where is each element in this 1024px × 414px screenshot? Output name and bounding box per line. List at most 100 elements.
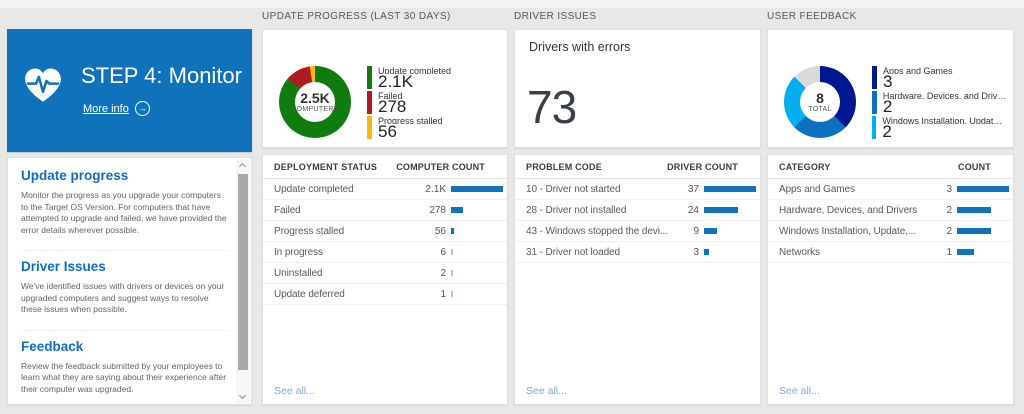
legend-item: Progress stalled 56 bbox=[367, 116, 501, 139]
table-row[interactable]: Networks 1 bbox=[768, 242, 1013, 263]
scrollbar-thumb[interactable] bbox=[238, 174, 248, 370]
legend-swatch bbox=[872, 66, 877, 89]
heart-pulse-icon bbox=[21, 65, 65, 110]
stat-label: Drivers with errors bbox=[529, 40, 631, 54]
user-feedback-legend: Apps and Games 3 Hardware, Devices, and D… bbox=[872, 66, 1007, 141]
section-feedback: Feedback Review the feedback submitted b… bbox=[21, 329, 229, 396]
deployment-status-table-card: DEPLOYMENT STATUS COMPUTER COUNT Update … bbox=[262, 154, 508, 405]
user-feedback-donut-chart[interactable]: 8 TOTAL bbox=[784, 66, 856, 138]
driver-issues-stat-card: Drivers with errors 73 bbox=[514, 29, 761, 148]
column-header: COUNT bbox=[958, 161, 991, 172]
scroll-down-arrow-icon[interactable] bbox=[238, 391, 247, 400]
column-header: CATEGORY bbox=[779, 161, 831, 172]
value-bar bbox=[704, 186, 756, 192]
problem-code-table-card: PROBLEM CODE DRIVER COUNT 10 - Driver no… bbox=[514, 154, 761, 405]
legend-value: 278 bbox=[378, 97, 407, 114]
value-bar bbox=[451, 291, 453, 297]
value-bar bbox=[957, 249, 974, 255]
table-row[interactable]: Uninstalled 2 bbox=[263, 263, 507, 284]
legend-swatch bbox=[872, 116, 877, 139]
legend-value: 56 bbox=[378, 122, 397, 139]
value-bar bbox=[451, 270, 453, 276]
donut-center: 2.5K COMPUTERS bbox=[291, 82, 338, 122]
section-heading: Update progress bbox=[21, 168, 129, 183]
value-bar bbox=[451, 186, 503, 192]
legend-item: Update completed 2.1K bbox=[367, 66, 501, 89]
table-row[interactable]: Update deferred 1 bbox=[263, 284, 507, 305]
table-header: PROBLEM CODE DRIVER COUNT bbox=[515, 155, 760, 179]
see-all-link[interactable]: See all... bbox=[274, 385, 315, 397]
legend-swatch bbox=[367, 91, 372, 114]
table-header: DEPLOYMENT STATUS COMPUTER COUNT bbox=[263, 155, 507, 179]
stat-value: 73 bbox=[527, 81, 577, 133]
category-table-card: CATEGORY COUNT Apps and Games 3 Hardware… bbox=[767, 154, 1014, 405]
legend-item: Apps and Games 3 bbox=[872, 66, 1007, 89]
donut-center: 8 TOTAL bbox=[800, 82, 840, 122]
panel-header-user-feedback: USER FEEDBACK bbox=[767, 11, 857, 22]
value-bar bbox=[704, 249, 709, 255]
column-header: DRIVER COUNT bbox=[667, 161, 738, 172]
value-bar bbox=[704, 207, 738, 213]
section-driver-issues: Driver Issues We've identified issues wi… bbox=[21, 250, 229, 316]
scrollbar[interactable] bbox=[236, 159, 250, 403]
step4-tile: STEP 4: Monitor More info → bbox=[7, 29, 252, 152]
tile-title: STEP 4: Monitor bbox=[81, 63, 242, 88]
more-info-label: More info bbox=[83, 102, 129, 115]
see-all-link[interactable]: See all... bbox=[526, 385, 567, 397]
table-header: CATEGORY COUNT bbox=[768, 155, 1013, 179]
table-row[interactable]: Failed 278 bbox=[263, 200, 507, 221]
section-body: We've identified issues with drivers or … bbox=[21, 281, 225, 314]
value-bar bbox=[957, 186, 1009, 192]
donut-center-value: 8 bbox=[816, 90, 824, 106]
section-update-progress: Update progress Monitor the progress as … bbox=[21, 168, 229, 236]
table-row[interactable]: Update completed 2.1K bbox=[263, 179, 507, 200]
legend-item: Windows Installation, Update, and...2 bbox=[872, 116, 1007, 139]
value-bar bbox=[957, 207, 991, 213]
arrow-right-icon: → bbox=[134, 101, 150, 116]
legend-value: 3 bbox=[883, 72, 893, 89]
value-bar bbox=[957, 228, 991, 234]
legend-value: 2.1K bbox=[378, 72, 413, 89]
user-feedback-chart-card: 8 TOTAL Apps and Games 3 Hardware, Device… bbox=[767, 29, 1014, 148]
legend-swatch bbox=[367, 66, 372, 89]
section-heading: Driver Issues bbox=[21, 259, 106, 274]
legend-item: Hardware, Devices, and Drivers 2 bbox=[872, 91, 1007, 114]
legend-swatch bbox=[872, 91, 877, 114]
section-body: Monitor the progress as you upgrade your… bbox=[21, 190, 227, 235]
table-row[interactable]: Windows Installation, Update,... 2 bbox=[768, 221, 1013, 242]
section-body: Review the feedback submitted by your em… bbox=[21, 360, 227, 394]
donut-center-label: TOTAL bbox=[808, 106, 832, 113]
donut-center-label: COMPUTERS bbox=[291, 106, 339, 113]
value-bar bbox=[451, 249, 453, 255]
table-row[interactable]: In progress 6 bbox=[263, 242, 507, 263]
scroll-up-arrow-icon[interactable] bbox=[238, 162, 247, 171]
legend-value: 2 bbox=[882, 122, 892, 139]
table-row[interactable]: 28 - Driver not installed 24 bbox=[515, 200, 760, 221]
column-header: PROBLEM CODE bbox=[526, 161, 602, 172]
table-row[interactable]: Apps and Games 3 bbox=[768, 179, 1013, 200]
update-progress-legend: Update completed 2.1K Failed 278 Progress … bbox=[367, 66, 501, 141]
see-all-link[interactable]: See all... bbox=[779, 385, 820, 397]
panel-header-driver-issues: DRIVER ISSUES bbox=[514, 11, 597, 22]
value-bar bbox=[704, 228, 717, 234]
left-info-content: Update progress Monitor the progress as … bbox=[8, 158, 251, 395]
update-progress-donut-chart[interactable]: 2.5K COMPUTERS bbox=[279, 66, 351, 138]
update-progress-chart-card: 2.5K COMPUTERS Update completed 2.1K Fail… bbox=[262, 29, 508, 148]
top-strip bbox=[0, 0, 1024, 8]
legend-item: Failed 278 bbox=[367, 91, 501, 114]
left-info-card: Update progress Monitor the progress as … bbox=[7, 157, 252, 405]
value-bar bbox=[451, 207, 463, 213]
table-row[interactable]: 10 - Driver not started 37 bbox=[515, 179, 760, 200]
legend-label: Apps and Games bbox=[883, 66, 953, 74]
table-row[interactable]: 31 - Driver not loaded 3 bbox=[515, 242, 760, 263]
table-row[interactable]: 43 - Windows stopped the devi... 9 bbox=[515, 221, 760, 242]
more-info-link[interactable]: More info → bbox=[83, 101, 150, 116]
legend-label: Windows Installation, Update, and... bbox=[882, 116, 1007, 124]
section-heading: Feedback bbox=[21, 338, 84, 354]
table-row[interactable]: Hardware, Devices, and Drivers 2 bbox=[768, 200, 1013, 221]
table-row[interactable]: Progress stalled 56 bbox=[263, 221, 507, 242]
legend-swatch bbox=[367, 116, 372, 139]
panel-header-update-progress: UPDATE PROGRESS (LAST 30 DAYS) bbox=[262, 11, 451, 22]
legend-label: Hardware, Devices, and Drivers bbox=[882, 91, 1007, 99]
